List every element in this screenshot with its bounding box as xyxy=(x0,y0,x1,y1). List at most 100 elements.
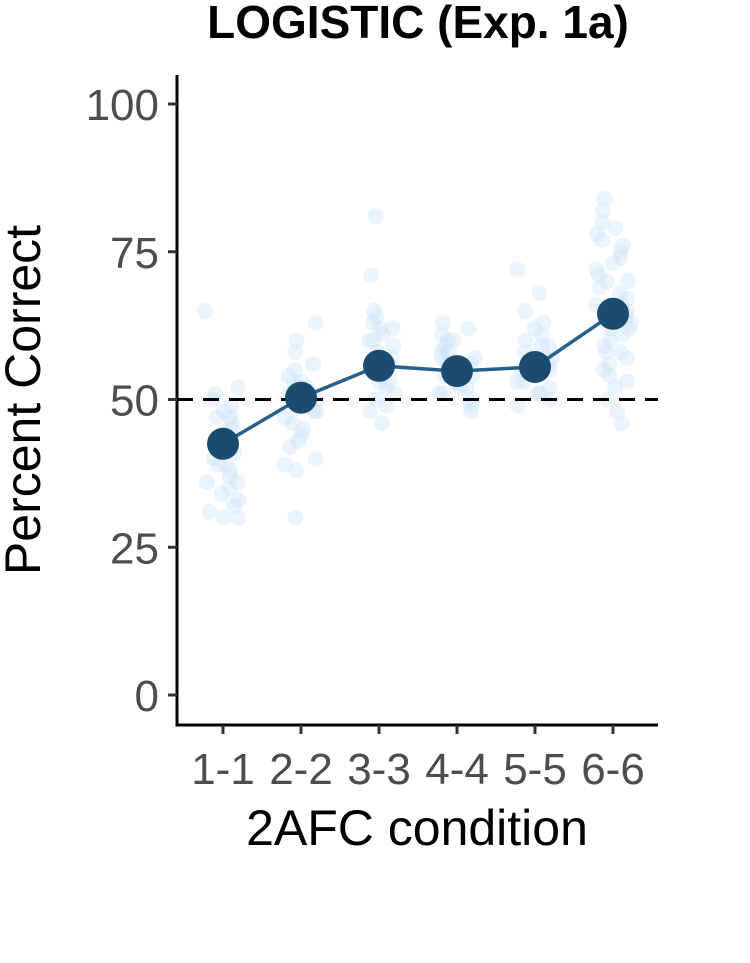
participant-point xyxy=(367,208,384,225)
participant-point xyxy=(463,403,480,420)
participant-point xyxy=(621,320,638,337)
x-tick-label: 1-1 xyxy=(191,745,255,794)
participant-point xyxy=(201,503,218,520)
participant-point xyxy=(591,279,608,296)
participant-point xyxy=(509,373,526,390)
participant-point xyxy=(620,273,637,290)
x-tick-label: 2-2 xyxy=(269,745,333,794)
y-tick-label: 100 xyxy=(86,81,159,130)
participant-point xyxy=(599,273,616,290)
participant-point xyxy=(288,332,305,349)
participant-point xyxy=(230,379,247,396)
participant-point xyxy=(365,314,381,331)
participant-point xyxy=(462,397,479,414)
participant-point xyxy=(594,231,611,248)
participant-point xyxy=(613,344,630,361)
participant-point xyxy=(466,350,483,367)
participant-point xyxy=(377,379,394,396)
participant-point xyxy=(612,249,629,266)
participant-point xyxy=(598,344,615,361)
participant-point xyxy=(439,332,456,349)
participant-point xyxy=(607,379,624,396)
participant-point xyxy=(224,415,241,432)
mean-point xyxy=(597,297,629,330)
participant-point xyxy=(217,456,234,473)
participant-point xyxy=(207,385,224,402)
x-tick-label: 4-4 xyxy=(425,745,489,794)
participant-point xyxy=(591,267,607,284)
x-tick-label: 5-5 xyxy=(503,745,567,794)
participant-point xyxy=(517,332,534,349)
participant-point xyxy=(213,486,230,503)
participant-point xyxy=(595,338,612,355)
participant-point xyxy=(601,367,618,384)
participant-point xyxy=(533,326,550,343)
mean-point xyxy=(441,355,473,388)
participant-point xyxy=(433,326,450,343)
participant-point xyxy=(287,509,304,526)
mean-point xyxy=(285,381,317,414)
participant-point xyxy=(223,397,240,414)
mean-point xyxy=(207,427,239,460)
participant-point xyxy=(368,308,385,325)
participant-point xyxy=(362,403,378,420)
participant-point xyxy=(594,214,611,231)
participant-point xyxy=(284,415,301,432)
y-axis-label: Percent Correct xyxy=(0,225,51,575)
participant-point xyxy=(609,403,626,420)
participant-point xyxy=(290,432,307,449)
participant-point xyxy=(386,385,403,402)
participant-point xyxy=(374,415,391,432)
participant-point xyxy=(533,338,550,355)
ticks: 0 25 50 75 100 1-1 2-2 3-3 4-4 5-5 6-6 xyxy=(86,81,645,794)
participant-point xyxy=(230,492,247,508)
participant-point xyxy=(307,314,324,331)
participant-point xyxy=(277,456,293,473)
participant-point xyxy=(611,285,628,302)
participant-point xyxy=(601,356,618,372)
x-axis-label: 2AFC condition xyxy=(246,800,588,856)
participant-point xyxy=(602,332,619,349)
y-tick-label: 50 xyxy=(110,377,159,426)
participant-point xyxy=(230,509,247,526)
participant-point xyxy=(277,409,294,426)
participant-point xyxy=(366,302,383,319)
participant-point xyxy=(614,326,631,343)
participant-point xyxy=(216,403,233,420)
participant-point xyxy=(596,190,613,207)
participant-point xyxy=(361,332,378,349)
participant-point xyxy=(531,285,548,302)
participant-point xyxy=(210,456,227,473)
participant-point xyxy=(307,450,324,467)
participant-point xyxy=(288,462,305,479)
participant-point xyxy=(287,344,304,361)
participant-point xyxy=(517,302,534,319)
participant-point xyxy=(535,314,552,331)
participant-point xyxy=(222,462,239,479)
mean-point xyxy=(363,349,395,382)
participant-point xyxy=(445,332,462,349)
participant-point xyxy=(509,397,526,414)
participant-point xyxy=(222,468,239,485)
participant-point xyxy=(614,237,631,254)
y-tick-label: 0 xyxy=(135,672,159,721)
participant-point xyxy=(363,267,380,284)
participant-point xyxy=(287,361,303,378)
participant-point xyxy=(367,391,384,408)
participant-point xyxy=(618,350,635,367)
participant-point xyxy=(540,338,557,355)
participant-point xyxy=(612,243,629,260)
x-tick-label: 3-3 xyxy=(347,745,411,794)
participant-point xyxy=(280,367,297,384)
participant-point xyxy=(385,338,402,355)
participant-point xyxy=(295,421,312,438)
x-tick-label: 6-6 xyxy=(581,745,645,794)
participant-point xyxy=(365,332,382,349)
y-tick-label: 25 xyxy=(110,524,159,573)
participant-point xyxy=(604,255,621,272)
mean-point xyxy=(519,351,551,383)
participant-point xyxy=(460,320,477,337)
participant-point xyxy=(226,497,243,514)
participant-point xyxy=(588,261,605,278)
participant-point xyxy=(436,385,452,402)
